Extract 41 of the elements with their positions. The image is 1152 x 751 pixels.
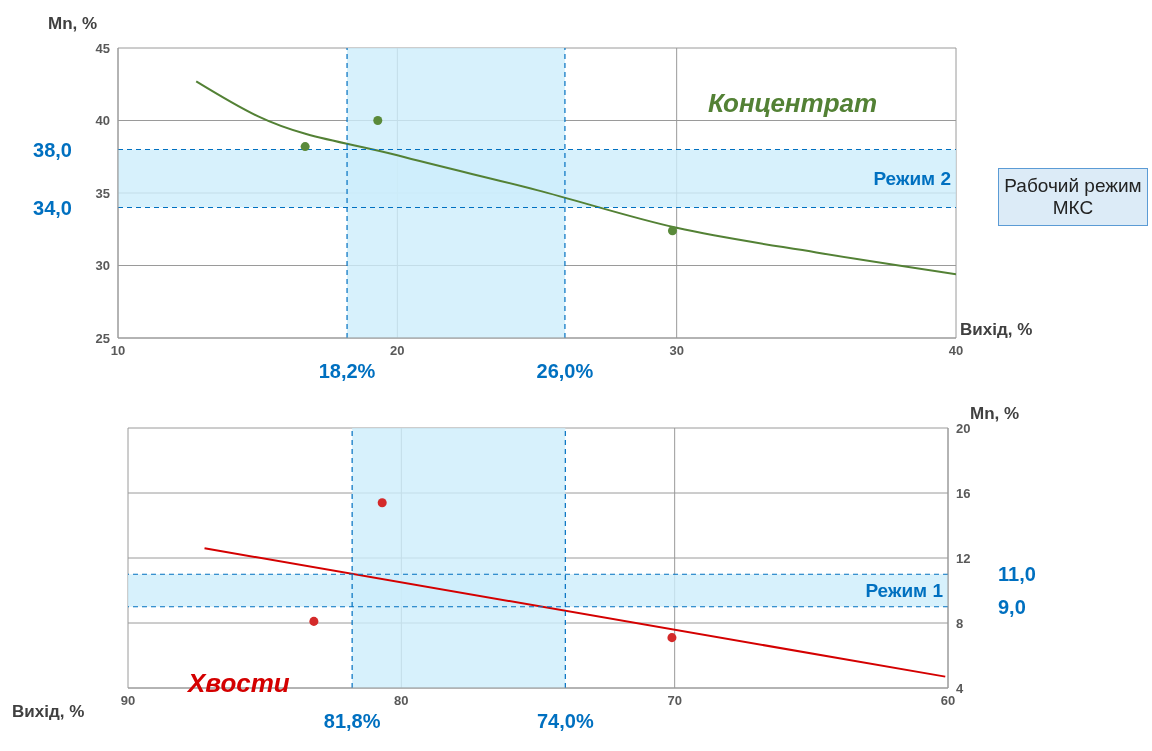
y-tick-label: 40 (95, 113, 110, 129)
point (377, 498, 387, 508)
point (373, 115, 383, 126)
x-tick-label: 10 (110, 343, 126, 359)
x-tick-label: 20 (390, 343, 405, 359)
ref-line-label: 26,0% (536, 360, 594, 382)
x-axis-title: Вихід, % (12, 702, 85, 722)
ref-line-label: 38,0 (33, 138, 72, 161)
y-tick-label: 4 (956, 680, 964, 696)
ref-line-label: 11,0 (998, 563, 1036, 586)
point (667, 633, 677, 643)
ref-line-label: 81,8% (323, 710, 381, 732)
band-label: Режим 2 (873, 168, 951, 190)
y-tick-label: 8 (956, 615, 964, 631)
x-tick-label: 70 (667, 693, 682, 709)
annotation: Хвости (188, 668, 290, 699)
x-tick-label: 30 (669, 343, 684, 359)
y-tick-label: 25 (95, 330, 110, 346)
band-label: Режим 1 (865, 580, 944, 602)
y-tick-label: 45 (95, 40, 110, 56)
point (300, 142, 310, 152)
annotation: Концентрат (708, 88, 878, 119)
y-tick-label: 16 (956, 485, 971, 501)
text: Рабочий режим МКС (998, 168, 1148, 226)
x-tick-label: 60 (940, 693, 956, 709)
y-tick-label: 12 (956, 550, 971, 566)
y-tick-label: 30 (95, 258, 110, 274)
ref-line-label: 74,0% (536, 710, 594, 732)
y-axis-title: Mn, % (48, 14, 98, 34)
x-axis-title: Вихід, % (960, 320, 1033, 340)
ref-line-label: 9,0 (998, 595, 1026, 618)
point (309, 616, 319, 626)
y-axis-title: Mn, % (970, 404, 1020, 424)
point (667, 226, 677, 236)
line-series (195, 80, 956, 276)
x-tick-label: 90 (120, 693, 136, 709)
x-tick-label: 80 (394, 693, 409, 709)
ref-line-label: 34,0 (33, 196, 72, 219)
ref-line-label: 18,2% (318, 360, 376, 382)
y-tick-label: 35 (95, 185, 110, 201)
y-tick-label: 20 (956, 420, 971, 436)
